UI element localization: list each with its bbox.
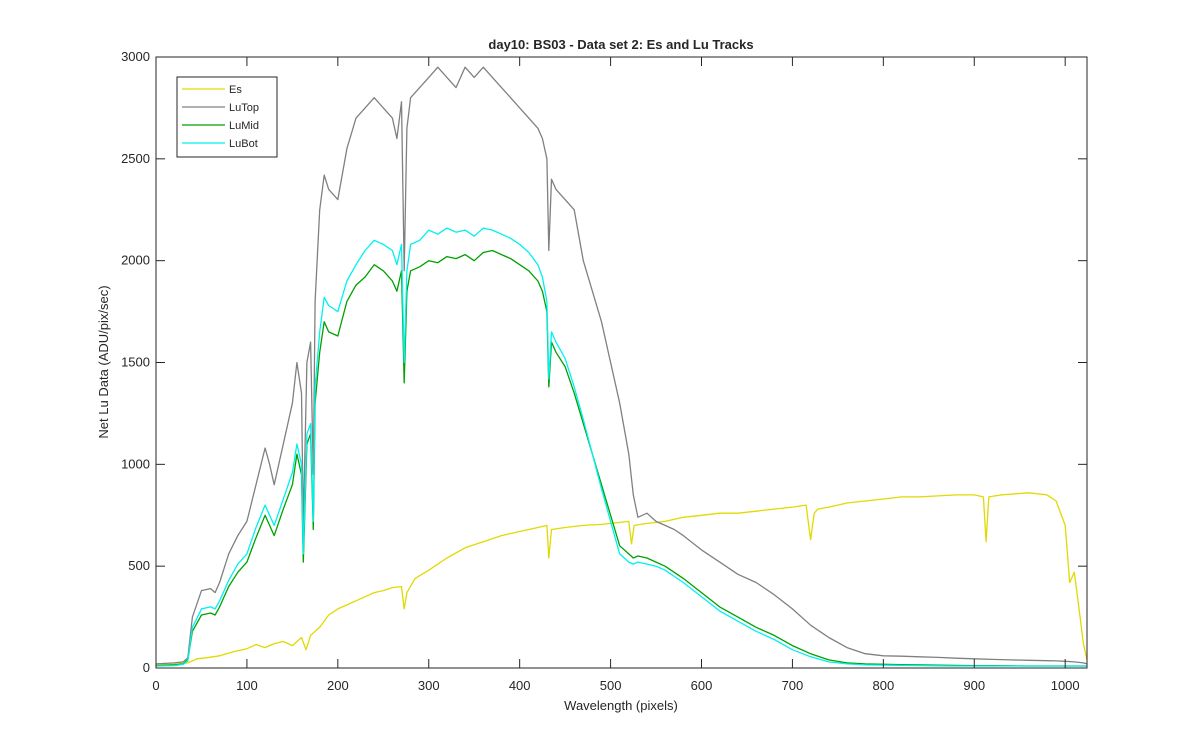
x-ticks: 0 100 200 300 400 500 600 700 800 900 1000	[152, 57, 1080, 693]
chart-title: day10: BS03 - Data set 2: Es and Lu Trac…	[488, 37, 753, 52]
y-tick-label: 3000	[121, 49, 150, 64]
x-tick-label: 0	[152, 678, 159, 693]
x-tick-label: 900	[963, 678, 985, 693]
y-tick-label: 500	[128, 558, 150, 573]
series-line-lutop	[155, 66, 1088, 665]
x-tick-label: 100	[236, 678, 258, 693]
y-ticks: 0 500 1000 1500 2000 2500 3000	[121, 49, 1087, 675]
y-tick-label: 2500	[121, 151, 150, 166]
legend-box	[176, 76, 278, 158]
x-tick-label: 400	[509, 678, 531, 693]
series-line-lumid	[155, 249, 1087, 667]
legend-label-lubot: LuBot	[229, 138, 258, 150]
x-tick-label: 1000	[1051, 678, 1080, 693]
y-tick-label: 0	[143, 660, 150, 675]
x-tick-label: 800	[872, 678, 894, 693]
y-tick-label: 1500	[121, 355, 150, 370]
x-tick-label: 500	[600, 678, 622, 693]
legend: Es LuTop LuMid LuBot	[176, 76, 278, 158]
series-line-lubot	[155, 227, 1087, 667]
legend-label-es: Es	[229, 84, 242, 96]
y-axis-label: Net Lu Data (ADU/pix/sec)	[96, 285, 111, 438]
legend-label-lumid: LuMid	[229, 120, 259, 132]
series-line-es	[155, 492, 1088, 666]
y-tick-label: 2000	[121, 253, 150, 268]
series-layer	[155, 66, 1088, 667]
legend-label-lutop: LuTop	[229, 102, 259, 114]
x-tick-label: 600	[691, 678, 713, 693]
x-tick-label: 700	[782, 678, 804, 693]
x-axis-label: Wavelength (pixels)	[564, 698, 678, 713]
x-tick-label: 300	[418, 678, 440, 693]
x-tick-label: 200	[327, 678, 349, 693]
plot-background	[156, 57, 1087, 668]
y-tick-label: 1000	[121, 456, 150, 471]
